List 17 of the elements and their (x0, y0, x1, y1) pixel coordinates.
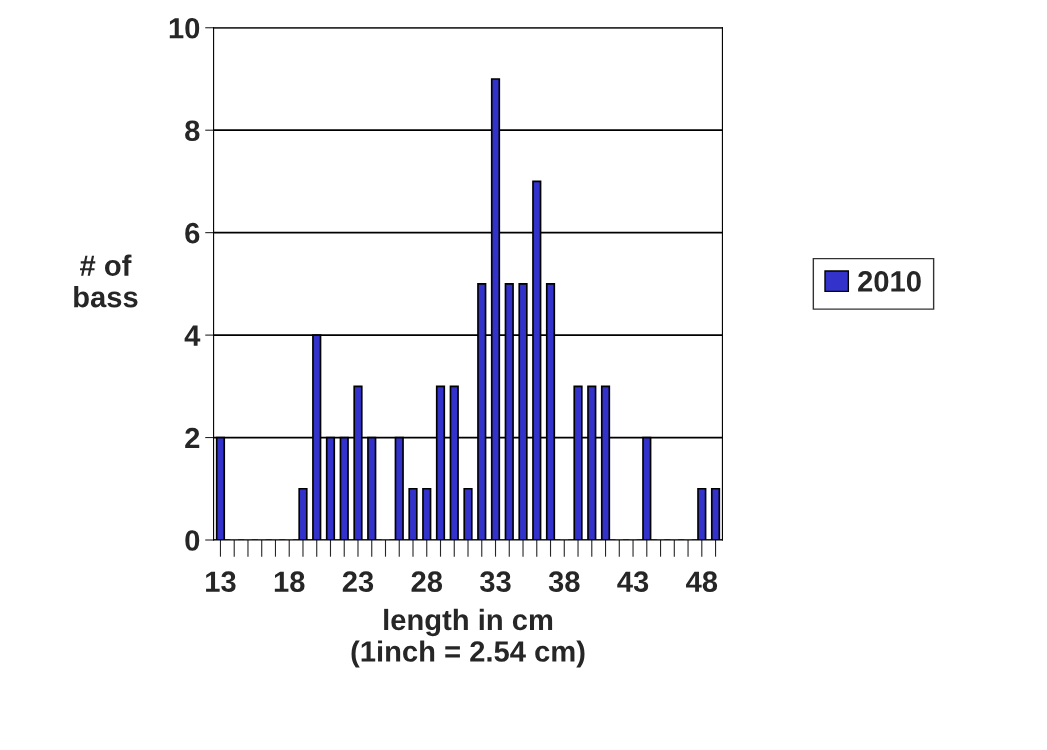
x-tick-label: 28 (411, 571, 443, 592)
y-tick-label: 6 (185, 222, 200, 244)
x-tick-label: 43 (617, 571, 649, 593)
legend-label: 2010 (858, 271, 921, 292)
x-tick-label: 23 (342, 571, 374, 593)
x-tick-label: 18 (274, 571, 305, 592)
x-tick-label: 13 (206, 571, 236, 593)
y-tick-label: 8 (185, 120, 200, 142)
y-tick-label: 0 (185, 530, 200, 551)
x-tick-label: 48 (686, 571, 718, 592)
y-axis-title: # of bass (74, 254, 138, 308)
y-tick-label: 2 (185, 427, 200, 449)
x-tick-label: 38 (548, 571, 580, 593)
x-tick-label: 33 (479, 571, 511, 593)
y-tick-label: 4 (184, 325, 201, 346)
x-axis-title: length in cm (1inch = 2.54 cm) (351, 608, 585, 668)
y-tick-label: 10 (169, 17, 200, 39)
